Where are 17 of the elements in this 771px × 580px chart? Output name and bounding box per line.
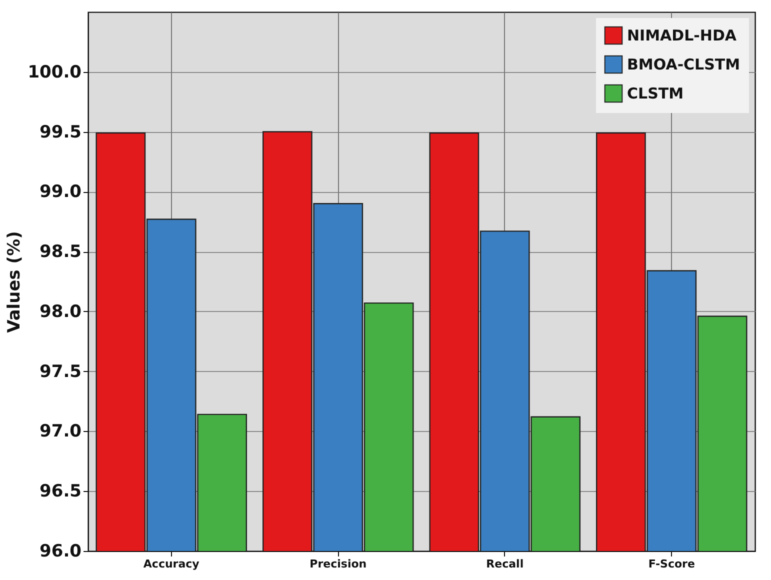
x-tick-label: Precision: [310, 558, 367, 570]
x-tick-label: Accuracy: [143, 558, 200, 570]
y-tick-label: 96.0: [40, 542, 82, 562]
x-tick-label: Recall: [486, 558, 524, 570]
y-tick-label: 97.0: [40, 422, 82, 442]
y-tick-label: 99.5: [40, 122, 82, 142]
y-axis-title: Values (%): [4, 231, 25, 333]
y-tick-label: 97.5: [40, 362, 82, 382]
legend-label: NIMADL-HDA: [627, 26, 737, 44]
legend-label: BMOA-CLSTM: [627, 56, 740, 74]
y-tick-label: 99.0: [40, 182, 82, 202]
legend-label: CLSTM: [627, 84, 684, 102]
y-tick-label: 100.0: [28, 62, 82, 82]
y-tick-label: 98.5: [40, 242, 82, 262]
y-tick-label: 96.5: [40, 482, 82, 502]
x-tick-label: F-Score: [648, 558, 695, 570]
y-tick-label: 98.0: [40, 302, 82, 322]
